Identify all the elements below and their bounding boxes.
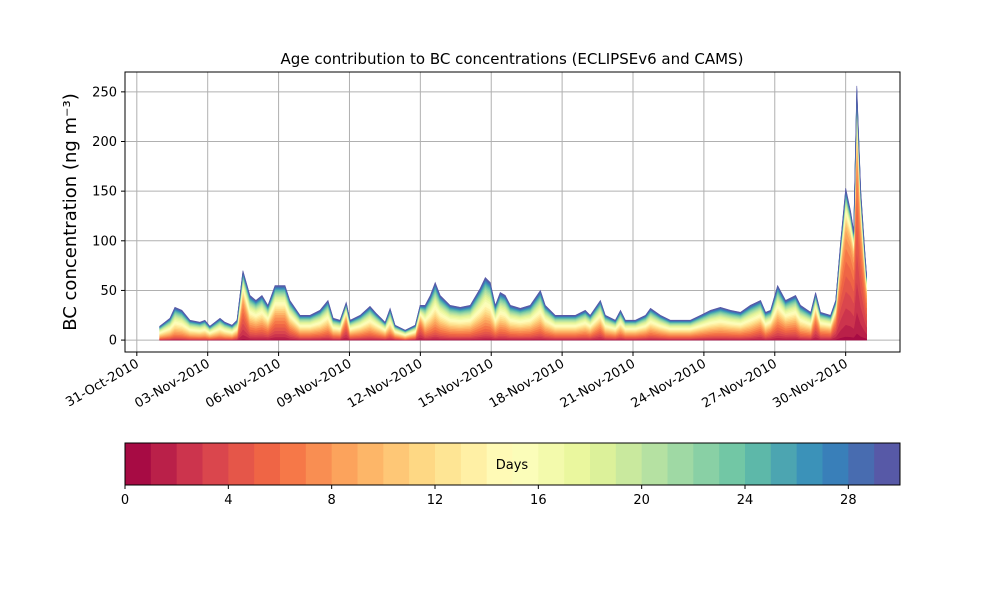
colorbar-bin: [745, 443, 772, 485]
x-tick-label: 31-Oct-2010: [63, 356, 141, 410]
colorbar-tick-label: 0: [121, 493, 129, 508]
colorbar-bin: [667, 443, 694, 485]
x-tick-label: 12-Nov-2010: [345, 356, 425, 411]
colorbar-bin: [486, 443, 513, 485]
colorbar-tick-label: 16: [530, 493, 547, 508]
age-band-27: [159, 89, 868, 332]
colorbar-frame: [124, 442, 901, 486]
y-tick-label: 200: [92, 135, 117, 150]
colorbar-bin: [590, 443, 617, 485]
colorbar-bin: [435, 443, 462, 485]
colorbar-bin: [150, 443, 178, 485]
x-tick-label: 15-Nov-2010: [416, 356, 496, 411]
age-band-26: [159, 91, 868, 332]
grid: [125, 72, 900, 352]
age-band-25: [159, 92, 868, 332]
colorbar-bin: [512, 443, 539, 485]
colorbar-bin: [228, 443, 255, 485]
colorbar-bin: [357, 443, 384, 485]
colorbar: [125, 443, 901, 485]
x-axis: 31-Oct-201003-Nov-201006-Nov-201009-Nov-…: [63, 352, 851, 411]
colorbar-tick-label: 24: [737, 493, 754, 508]
colorbar-bin: [202, 443, 229, 485]
colorbar-tick-label: 12: [427, 493, 444, 508]
age-band-24: [159, 93, 868, 332]
colorbar-bin: [254, 443, 281, 485]
age-band-18: [159, 102, 868, 334]
y-tick-label: 0: [109, 334, 117, 349]
colorbar-bin: [641, 443, 668, 485]
colorbar-bin: [719, 443, 746, 485]
y-axis-label: BC concentration (ng m⁻³): [60, 93, 81, 331]
y-tick-label: 250: [92, 85, 117, 100]
x-tick-label: 18-Nov-2010: [487, 356, 567, 411]
colorbar-label: Days: [496, 458, 529, 473]
age-band-20: [159, 99, 868, 334]
x-tick-label: 21-Nov-2010: [558, 356, 638, 411]
colorbar-bin: [383, 443, 410, 485]
colorbar-bin: [125, 443, 152, 485]
colorbar-tick-label: 28: [840, 493, 857, 508]
x-tick-label: 24-Nov-2010: [629, 356, 709, 411]
colorbar-bin: [693, 443, 720, 485]
x-tick-label: 03-Nov-2010: [132, 356, 212, 411]
colorbar-ticks: 0 4 8 12 16 20 24 28: [121, 485, 857, 508]
colorbar-bin: [874, 443, 901, 485]
colorbar-bin: [331, 443, 358, 485]
colorbar-bin: [822, 443, 849, 485]
colorbar-bin: [280, 443, 307, 485]
age-band-23: [159, 95, 868, 333]
colorbar-bin: [176, 443, 203, 485]
colorbar-bin: [409, 443, 436, 485]
colorbar-tick-label: 8: [328, 493, 336, 508]
age-band-28: [159, 88, 868, 331]
x-tick-label: 06-Nov-2010: [203, 356, 283, 411]
stacked-bands: [159, 85, 868, 341]
x-tick-label: 27-Nov-2010: [699, 356, 779, 411]
colorbar-bin: [305, 443, 333, 485]
age-band-17: [159, 104, 868, 335]
x-tick-label: 30-Nov-2010: [770, 356, 850, 411]
age-band-21: [159, 98, 868, 333]
colorbar-bin: [615, 443, 643, 485]
colorbar-bin: [796, 443, 823, 485]
colorbar-bin: [538, 443, 565, 485]
y-tick-label: 50: [100, 284, 117, 299]
colorbar-tick-label: 20: [633, 493, 650, 508]
y-tick-label: 150: [92, 185, 117, 200]
age-band-19: [159, 101, 868, 334]
x-tick-label: 09-Nov-2010: [274, 356, 354, 411]
colorbar-bin: [848, 443, 875, 485]
y-axis: 0 50 100 150 200 250: [92, 85, 125, 349]
axes-frame: [124, 71, 901, 353]
colorbar-bin: [460, 443, 488, 485]
chart-title: Age contribution to BC concentrations (E…: [281, 50, 744, 68]
colorbar-tick-label: 4: [224, 493, 232, 508]
y-tick-label: 100: [92, 234, 117, 249]
colorbar-bin: [564, 443, 591, 485]
age-band-29: [159, 85, 868, 331]
age-band-22: [159, 96, 868, 333]
colorbar-bin: [770, 443, 798, 485]
